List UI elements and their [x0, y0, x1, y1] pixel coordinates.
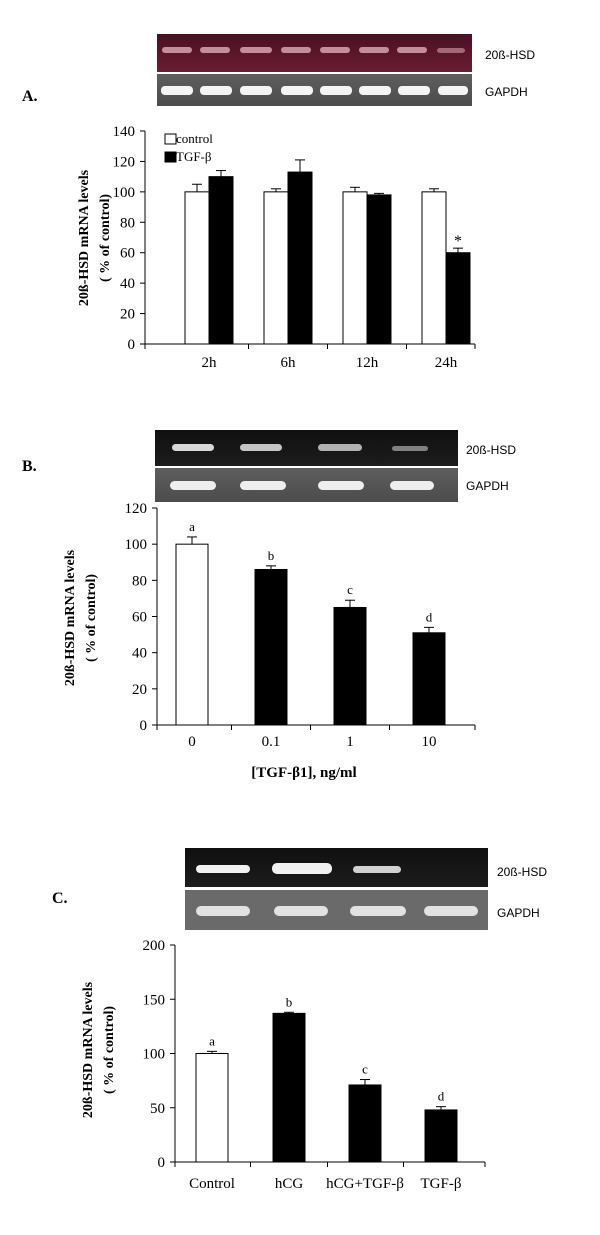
- x-tick-label: 24h: [435, 355, 458, 371]
- y-tick-label: 40: [120, 276, 135, 292]
- x-tick-label: TGF-β: [421, 1176, 462, 1192]
- bar: [342, 191, 368, 345]
- panel-b-label: B.: [22, 458, 37, 475]
- y-tick-label: 150: [143, 992, 166, 1008]
- y-tick-label: 120: [113, 154, 136, 170]
- y-tick-label: 200: [143, 938, 166, 954]
- y-tick-label: 80: [132, 573, 147, 589]
- bar: [254, 568, 288, 726]
- legend-swatch-tgf-beta: [164, 151, 177, 163]
- bar: [445, 252, 471, 345]
- panel-b-gel-label-20b-hsd: 20ß-HSD: [466, 443, 516, 457]
- bar: [263, 191, 289, 345]
- panel-a-label: A.: [22, 88, 38, 105]
- panel-c-gel-image: [185, 848, 488, 930]
- legend-swatch-control: [164, 133, 177, 145]
- y-tick-label: 60: [120, 246, 135, 262]
- bar: [333, 606, 367, 726]
- panel-b-gel-label-gapdh: GAPDH: [466, 479, 509, 493]
- bar-letter-label: b: [286, 994, 293, 1009]
- y-tick-label: 100: [125, 537, 148, 553]
- x-tick-label: 1: [346, 734, 354, 750]
- bar: [272, 1012, 306, 1163]
- y-tick-label: 140: [113, 124, 136, 140]
- y-tick-label: 20: [132, 682, 147, 698]
- panel-b-gel-image: [155, 430, 458, 502]
- y-tick-label: 20: [120, 307, 135, 323]
- x-tick-label: hCG+TGF-β: [326, 1176, 404, 1192]
- panel-a-plot: 0 20 40 60 80 100 120 140 2h 6h 12h 24h *: [113, 124, 476, 371]
- y-tick-label: 0: [128, 337, 136, 353]
- panel-c-plot: 0 50 100 150 200 Control hCG hCG+TGF-β TGF-β a b c d: [143, 938, 486, 1192]
- panel-a-y-axis-label: 20ß-HSD mRNA levels: [77, 169, 92, 306]
- bar: [421, 191, 447, 345]
- bar: [175, 543, 209, 726]
- bar: [184, 191, 210, 345]
- panel-b: B. 20ß-HSD GAPDH: [22, 430, 516, 781]
- panel-b-x-axis-label: [TGF-β1], ng/ml: [251, 765, 356, 781]
- bar-letter-label: d: [438, 1089, 445, 1104]
- x-tick-label: 12h: [356, 355, 379, 371]
- bar: [366, 194, 392, 345]
- legend-label-control: control: [176, 131, 213, 146]
- panel-c-gel-label-20b-hsd: 20ß-HSD: [497, 865, 547, 879]
- panel-a-gel-label-20b-hsd: 20ß-HSD: [485, 48, 535, 62]
- bar-letter-label: d: [426, 609, 433, 624]
- bar: [287, 171, 313, 345]
- panel-a-gel-label-gapdh: GAPDH: [485, 85, 528, 99]
- bar: [424, 1109, 458, 1163]
- y-tick-label: 100: [113, 185, 136, 201]
- y-tick-label: 80: [120, 215, 135, 231]
- significance-asterisk: *: [454, 233, 462, 250]
- bar-letter-label: c: [362, 1062, 368, 1077]
- bar-letter-label: b: [268, 548, 275, 563]
- panel-a-gel-image: [157, 34, 472, 106]
- panel-c-y-axis-label-2: ( % of control): [102, 1006, 117, 1094]
- x-tick-label: 2h: [202, 355, 218, 371]
- y-tick-label: 0: [158, 1155, 166, 1171]
- panel-b-plot: 0 20 40 60 80 100 120 0 0.1 1 10 a b c d: [125, 501, 476, 750]
- panel-a-legend: control TGF-β: [164, 131, 213, 164]
- panel-b-y-axis-label: 20ß-HSD mRNA levels: [63, 549, 78, 686]
- x-tick-label: 10: [422, 734, 437, 750]
- y-tick-label: 50: [150, 1101, 165, 1117]
- bar-letter-label: c: [347, 582, 353, 597]
- bar: [208, 176, 234, 345]
- panel-a: A.: [22, 34, 535, 371]
- panel-c-y-axis-label: 20ß-HSD mRNA levels: [81, 981, 96, 1118]
- x-tick-label: 6h: [281, 355, 297, 371]
- x-tick-label: hCG: [275, 1176, 304, 1192]
- x-tick-label: Control: [189, 1176, 235, 1192]
- y-tick-label: 100: [143, 1047, 166, 1063]
- x-tick-label: 0: [188, 734, 196, 750]
- bar: [412, 632, 446, 726]
- panel-c: C. 20ß-HSD GAPDH 20ß-HSD: [52, 848, 547, 1192]
- panel-b-y-axis-label-2: ( % of control): [84, 574, 99, 662]
- y-tick-label: 0: [140, 718, 148, 734]
- panel-a-y-axis-label-2: ( % of control): [98, 194, 113, 282]
- panel-c-label: C.: [52, 890, 68, 907]
- legend-label-tgf-beta: TGF-β: [176, 149, 212, 164]
- y-tick-label: 60: [132, 610, 147, 626]
- y-tick-label: 120: [125, 501, 148, 517]
- panel-c-gel-label-gapdh: GAPDH: [497, 906, 540, 920]
- y-tick-label: 40: [132, 646, 147, 662]
- bar: [348, 1084, 382, 1163]
- bar: [195, 1053, 229, 1163]
- bar-letter-label: a: [189, 519, 195, 534]
- x-tick-label: 0.1: [262, 734, 281, 750]
- bar-letter-label: a: [209, 1033, 215, 1048]
